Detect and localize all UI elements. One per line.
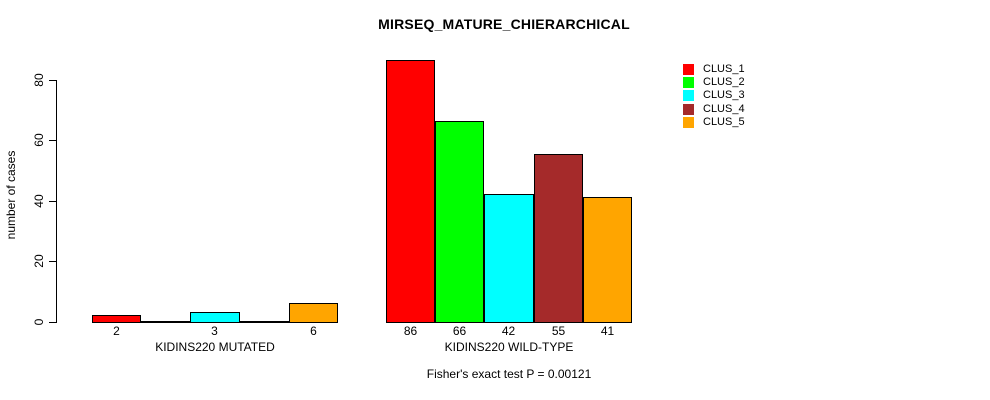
bar-clus_5-mutated	[289, 303, 338, 323]
y-tick	[49, 80, 56, 81]
legend-label-clus_3: CLUS_3	[703, 89, 745, 102]
y-axis-label: number of cases	[4, 150, 18, 240]
bar-clus_3-mutated	[190, 312, 240, 323]
bar-clus_1-wild-type	[386, 60, 435, 323]
legend-swatch-clus_1	[683, 64, 694, 76]
bar-clus_3-wild-type	[484, 194, 534, 323]
legend-item-clus_5: CLUS_5	[683, 116, 745, 129]
bar-value-label-clus_3-wild-type: 42	[501, 324, 516, 338]
bar-value-label-clus_2-wild-type: 66	[452, 324, 467, 338]
bar-value-label-clus_3-mutated: 3	[211, 324, 218, 338]
y-tick-label: 0	[32, 318, 46, 326]
legend-label-clus_1: CLUS_1	[703, 63, 745, 76]
legend-label-clus_2: CLUS_2	[703, 76, 745, 89]
legend-item-clus_4: CLUS_4	[683, 103, 745, 116]
bar-clus_1-mutated	[92, 315, 141, 323]
bar-clus_2-wild-type	[435, 121, 484, 323]
legend-item-clus_2: CLUS_2	[683, 76, 745, 89]
y-tick	[49, 261, 56, 262]
y-axis-line	[56, 80, 57, 323]
y-tick-label: 40	[32, 194, 46, 208]
bar-value-label-clus_5-wild-type: 41	[600, 324, 615, 338]
bar-clus_5-wild-type	[583, 197, 632, 323]
y-tick	[49, 201, 56, 202]
legend-swatch-clus_5	[683, 116, 694, 128]
group-label-kidins220-mutated: KIDINS220 MUTATED	[155, 340, 275, 354]
group-label-kidins220-wild-type: KIDINS220 WILD-TYPE	[444, 340, 574, 354]
bar-value-label-clus_4-wild-type: 55	[551, 324, 566, 338]
y-tick	[49, 140, 56, 141]
y-tick-label: 20	[32, 254, 46, 268]
chart-title: MIRSEQ_MATURE_CHIERARCHICAL	[378, 16, 630, 32]
y-tick	[49, 322, 56, 323]
legend-label-clus_4: CLUS_4	[703, 102, 745, 115]
legend-item-clus_1: CLUS_1	[683, 63, 745, 76]
y-tick-label: 80	[32, 73, 46, 87]
bar-value-label-clus_1-mutated: 2	[113, 324, 120, 338]
y-tick-label: 60	[32, 133, 46, 147]
legend-swatch-clus_2	[683, 77, 694, 89]
bar-value-label-clus_5-mutated: 6	[310, 324, 317, 338]
subtitle-fisher-test: Fisher's exact test P = 0.00121	[426, 367, 592, 381]
legend-swatch-clus_3	[683, 90, 694, 102]
legend-label-clus_5: CLUS_5	[703, 115, 745, 128]
bar-clus_4-wild-type	[534, 154, 583, 323]
legend: CLUS_1 CLUS_2 CLUS_3 CLUS_4 CLUS_5	[683, 63, 745, 129]
bar-value-label-clus_1-wild-type: 86	[403, 324, 418, 338]
legend-item-clus_3: CLUS_3	[683, 89, 745, 102]
legend-swatch-clus_4	[683, 103, 694, 115]
